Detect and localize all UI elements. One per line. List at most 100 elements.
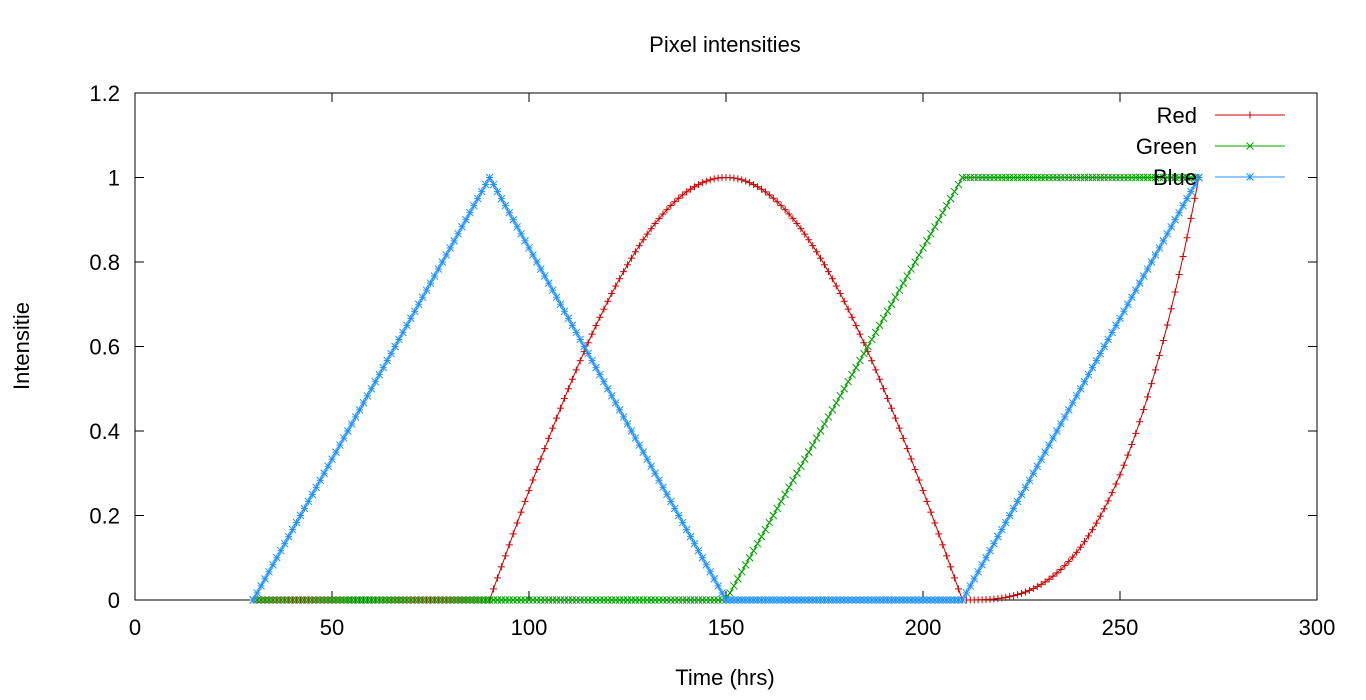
x-tick-label: 50 [320, 615, 344, 640]
data-point-green [1096, 173, 1105, 182]
data-point-green [336, 596, 344, 604]
data-point-blue [1080, 377, 1089, 386]
data-point-green [284, 596, 293, 604]
data-point-blue [1191, 180, 1199, 189]
data-point-green [568, 596, 577, 604]
data-point-blue [1009, 504, 1018, 513]
data-point-blue [1088, 363, 1097, 372]
data-point-blue [619, 413, 628, 421]
data-point-green [300, 596, 309, 604]
data-point-blue [659, 483, 667, 492]
data-point-green [414, 596, 423, 604]
data-point-blue [1116, 314, 1124, 323]
data-point-green [355, 596, 364, 604]
data-point-green [1151, 173, 1160, 182]
data-point-blue [533, 258, 541, 266]
data-point-red [1100, 505, 1108, 513]
data-point-blue [867, 596, 876, 604]
data-point-red [600, 305, 608, 313]
data-point-green [1057, 173, 1065, 182]
data-point-red [951, 574, 959, 582]
data-point-blue [536, 265, 545, 273]
data-point-blue [706, 567, 715, 576]
data-point-red [884, 394, 892, 402]
data-point-red [935, 530, 943, 538]
data-point-red [1187, 214, 1195, 222]
legend-marker-green [1246, 142, 1254, 150]
data-point-blue [406, 314, 415, 323]
data-point-blue [320, 469, 328, 478]
data-point-green [584, 596, 592, 604]
data-point-blue [1159, 237, 1168, 245]
data-point-green [1009, 173, 1018, 182]
data-point-red [572, 366, 580, 374]
data-point-red [612, 282, 620, 290]
data-point-red [872, 366, 880, 374]
data-point-red [525, 487, 533, 495]
data-point-blue [249, 596, 258, 604]
legend-marker-red [1246, 111, 1254, 119]
data-point-blue [272, 553, 281, 562]
data-point-red [994, 595, 1002, 603]
data-point-green [879, 314, 888, 323]
data-point-green [1183, 173, 1191, 182]
data-point-red [1041, 578, 1049, 586]
data-point-green [469, 596, 478, 604]
data-point-green [430, 596, 439, 604]
data-point-green [804, 448, 813, 456]
data-point-green [422, 596, 431, 604]
data-point-blue [812, 596, 821, 604]
data-point-green [962, 173, 971, 182]
data-point-green [856, 356, 864, 365]
data-point-red [675, 194, 683, 202]
data-point-green [312, 596, 321, 604]
chart-title: Pixel intensities [649, 32, 801, 57]
data-point-green [678, 596, 687, 604]
data-point-green [560, 596, 569, 604]
data-point-green [536, 596, 545, 604]
data-point-green [379, 596, 388, 604]
data-point-blue [383, 356, 392, 365]
data-point-green [942, 201, 951, 210]
data-point-green [434, 596, 443, 604]
data-point-blue [403, 321, 411, 330]
data-point-green [615, 596, 624, 604]
data-point-green [517, 596, 525, 604]
data-point-blue [544, 279, 553, 287]
data-point-green [982, 173, 990, 182]
data-point-blue [513, 222, 522, 231]
data-point-green [915, 251, 923, 259]
data-point-green [395, 596, 403, 604]
data-point-green [974, 173, 983, 182]
data-point-green [473, 596, 482, 604]
data-point-red [1136, 418, 1144, 426]
data-point-green [363, 596, 372, 604]
data-point-green [733, 575, 742, 583]
data-point-red [911, 465, 919, 473]
data-point-red [1140, 406, 1148, 414]
data-point-green [406, 596, 415, 604]
data-point-blue [584, 349, 592, 358]
data-point-green [1084, 173, 1093, 182]
data-point-green [564, 596, 573, 604]
data-point-green [923, 237, 931, 245]
data-point-blue [336, 441, 344, 449]
data-point-red [1191, 194, 1199, 202]
data-point-blue [414, 300, 423, 309]
data-point-blue [576, 335, 585, 344]
data-point-blue [410, 307, 419, 316]
data-point-green [588, 596, 596, 604]
data-point-red [891, 414, 899, 422]
data-point-green [1167, 173, 1176, 182]
data-point-red [1084, 532, 1092, 540]
data-point-blue [324, 462, 332, 471]
data-point-green [761, 525, 770, 534]
x-axis: 0 50 100 150 200 250 300 [129, 93, 1335, 640]
data-point-red [505, 541, 513, 549]
data-point-blue [312, 483, 321, 492]
data-point-red [1002, 593, 1010, 601]
data-point-blue [860, 596, 868, 604]
data-point-blue [836, 596, 845, 604]
data-point-blue [666, 497, 675, 506]
data-point-blue [572, 328, 581, 337]
